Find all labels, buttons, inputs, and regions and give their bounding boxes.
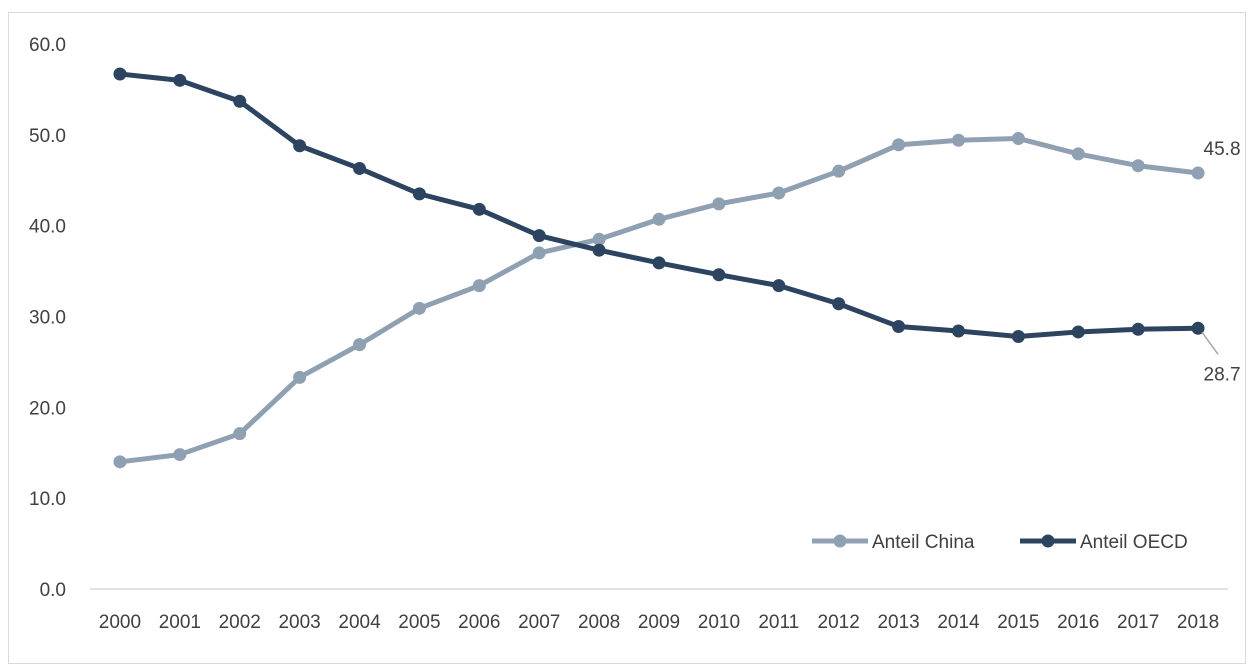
x-tick-label: 2013 [877,612,919,633]
data-point [712,197,726,211]
x-tick-label: 2004 [338,612,381,633]
y-axis-ticks: 0.0 10.0 20.0 30.0 40.0 50.0 60.0 [29,35,66,601]
x-tick-label: 2003 [278,612,320,633]
data-point [532,246,546,260]
y-tick-label: 10.0 [29,489,66,510]
end-label-anteil-oecd: 28.7 [1204,364,1241,385]
data-point [472,279,486,293]
data-point [353,161,367,175]
x-tick-label: 2014 [937,612,980,633]
series-layer [113,67,1205,469]
legend-swatch-marker [833,534,847,548]
data-point [592,232,606,246]
y-tick-label: 0.0 [40,580,66,601]
x-tick-label: 2015 [997,612,1039,633]
data-labels: 45.8 28.7 [1201,139,1241,385]
data-point [293,139,307,153]
data-point [1191,321,1205,335]
x-tick-label: 2018 [1177,612,1219,633]
data-point [1011,329,1025,343]
data-point [712,268,726,282]
data-point [592,243,606,257]
y-tick-label: 30.0 [29,308,66,329]
y-tick-label: 50.0 [29,126,66,147]
x-tick-label: 2011 [758,612,799,633]
legend-label: Anteil OECD [1080,532,1188,553]
data-point [951,324,965,338]
x-tick-label: 2001 [159,612,201,633]
data-point [173,73,187,87]
data-point [951,133,965,147]
legend-item: Anteil OECD [1020,532,1188,553]
data-point [1071,147,1085,161]
y-tick-label: 40.0 [29,217,66,238]
data-point [1131,322,1145,336]
data-point [293,370,307,384]
x-tick-label: 2006 [458,612,500,633]
x-tick-label: 2002 [219,612,261,633]
legend-item: Anteil China [812,532,975,553]
data-point [1011,131,1025,145]
data-point [233,94,247,108]
x-tick-label: 2008 [578,612,620,633]
data-point [652,256,666,270]
data-point [772,279,786,293]
series-anteil-oecd [113,67,1205,343]
data-point [233,427,247,441]
x-tick-label: 2005 [398,612,440,633]
data-point [652,212,666,226]
legend-swatch-marker [1041,534,1055,548]
data-point [832,297,846,311]
chart-frame [8,12,1246,664]
x-tick-label: 2012 [818,612,860,633]
data-point [353,338,367,352]
series-line [117,135,1201,465]
end-label-anteil-china: 45.8 [1204,139,1241,160]
data-point [173,448,187,462]
legend-label: Anteil China [872,532,975,553]
data-point [113,455,127,469]
data-point [113,67,127,81]
data-point [412,301,426,315]
data-point [472,202,486,216]
data-point [892,138,906,152]
data-point [772,186,786,200]
x-tick-label: 2016 [1057,612,1099,633]
data-point [892,319,906,333]
x-tick-label: 2010 [698,612,740,633]
leader-line [1201,331,1219,355]
data-point [532,229,546,243]
x-tick-label: 2007 [518,612,560,633]
series-anteil-china [113,131,1205,469]
data-point [832,164,846,178]
data-point [1191,166,1205,180]
legend: Anteil China Anteil OECD [812,532,1188,553]
data-point [1071,325,1085,339]
x-axis-ticks: 2000 2001 2002 2003 2004 2005 2006 2007 2008 2009… [99,612,1219,633]
y-tick-label: 20.0 [29,398,66,419]
x-tick-label: 2009 [638,612,680,633]
x-tick-label: 2000 [99,612,141,633]
data-point [412,187,426,201]
y-tick-label: 60.0 [29,35,66,56]
x-tick-label: 2017 [1117,612,1159,633]
series-line [117,71,1201,339]
data-point [1131,159,1145,173]
